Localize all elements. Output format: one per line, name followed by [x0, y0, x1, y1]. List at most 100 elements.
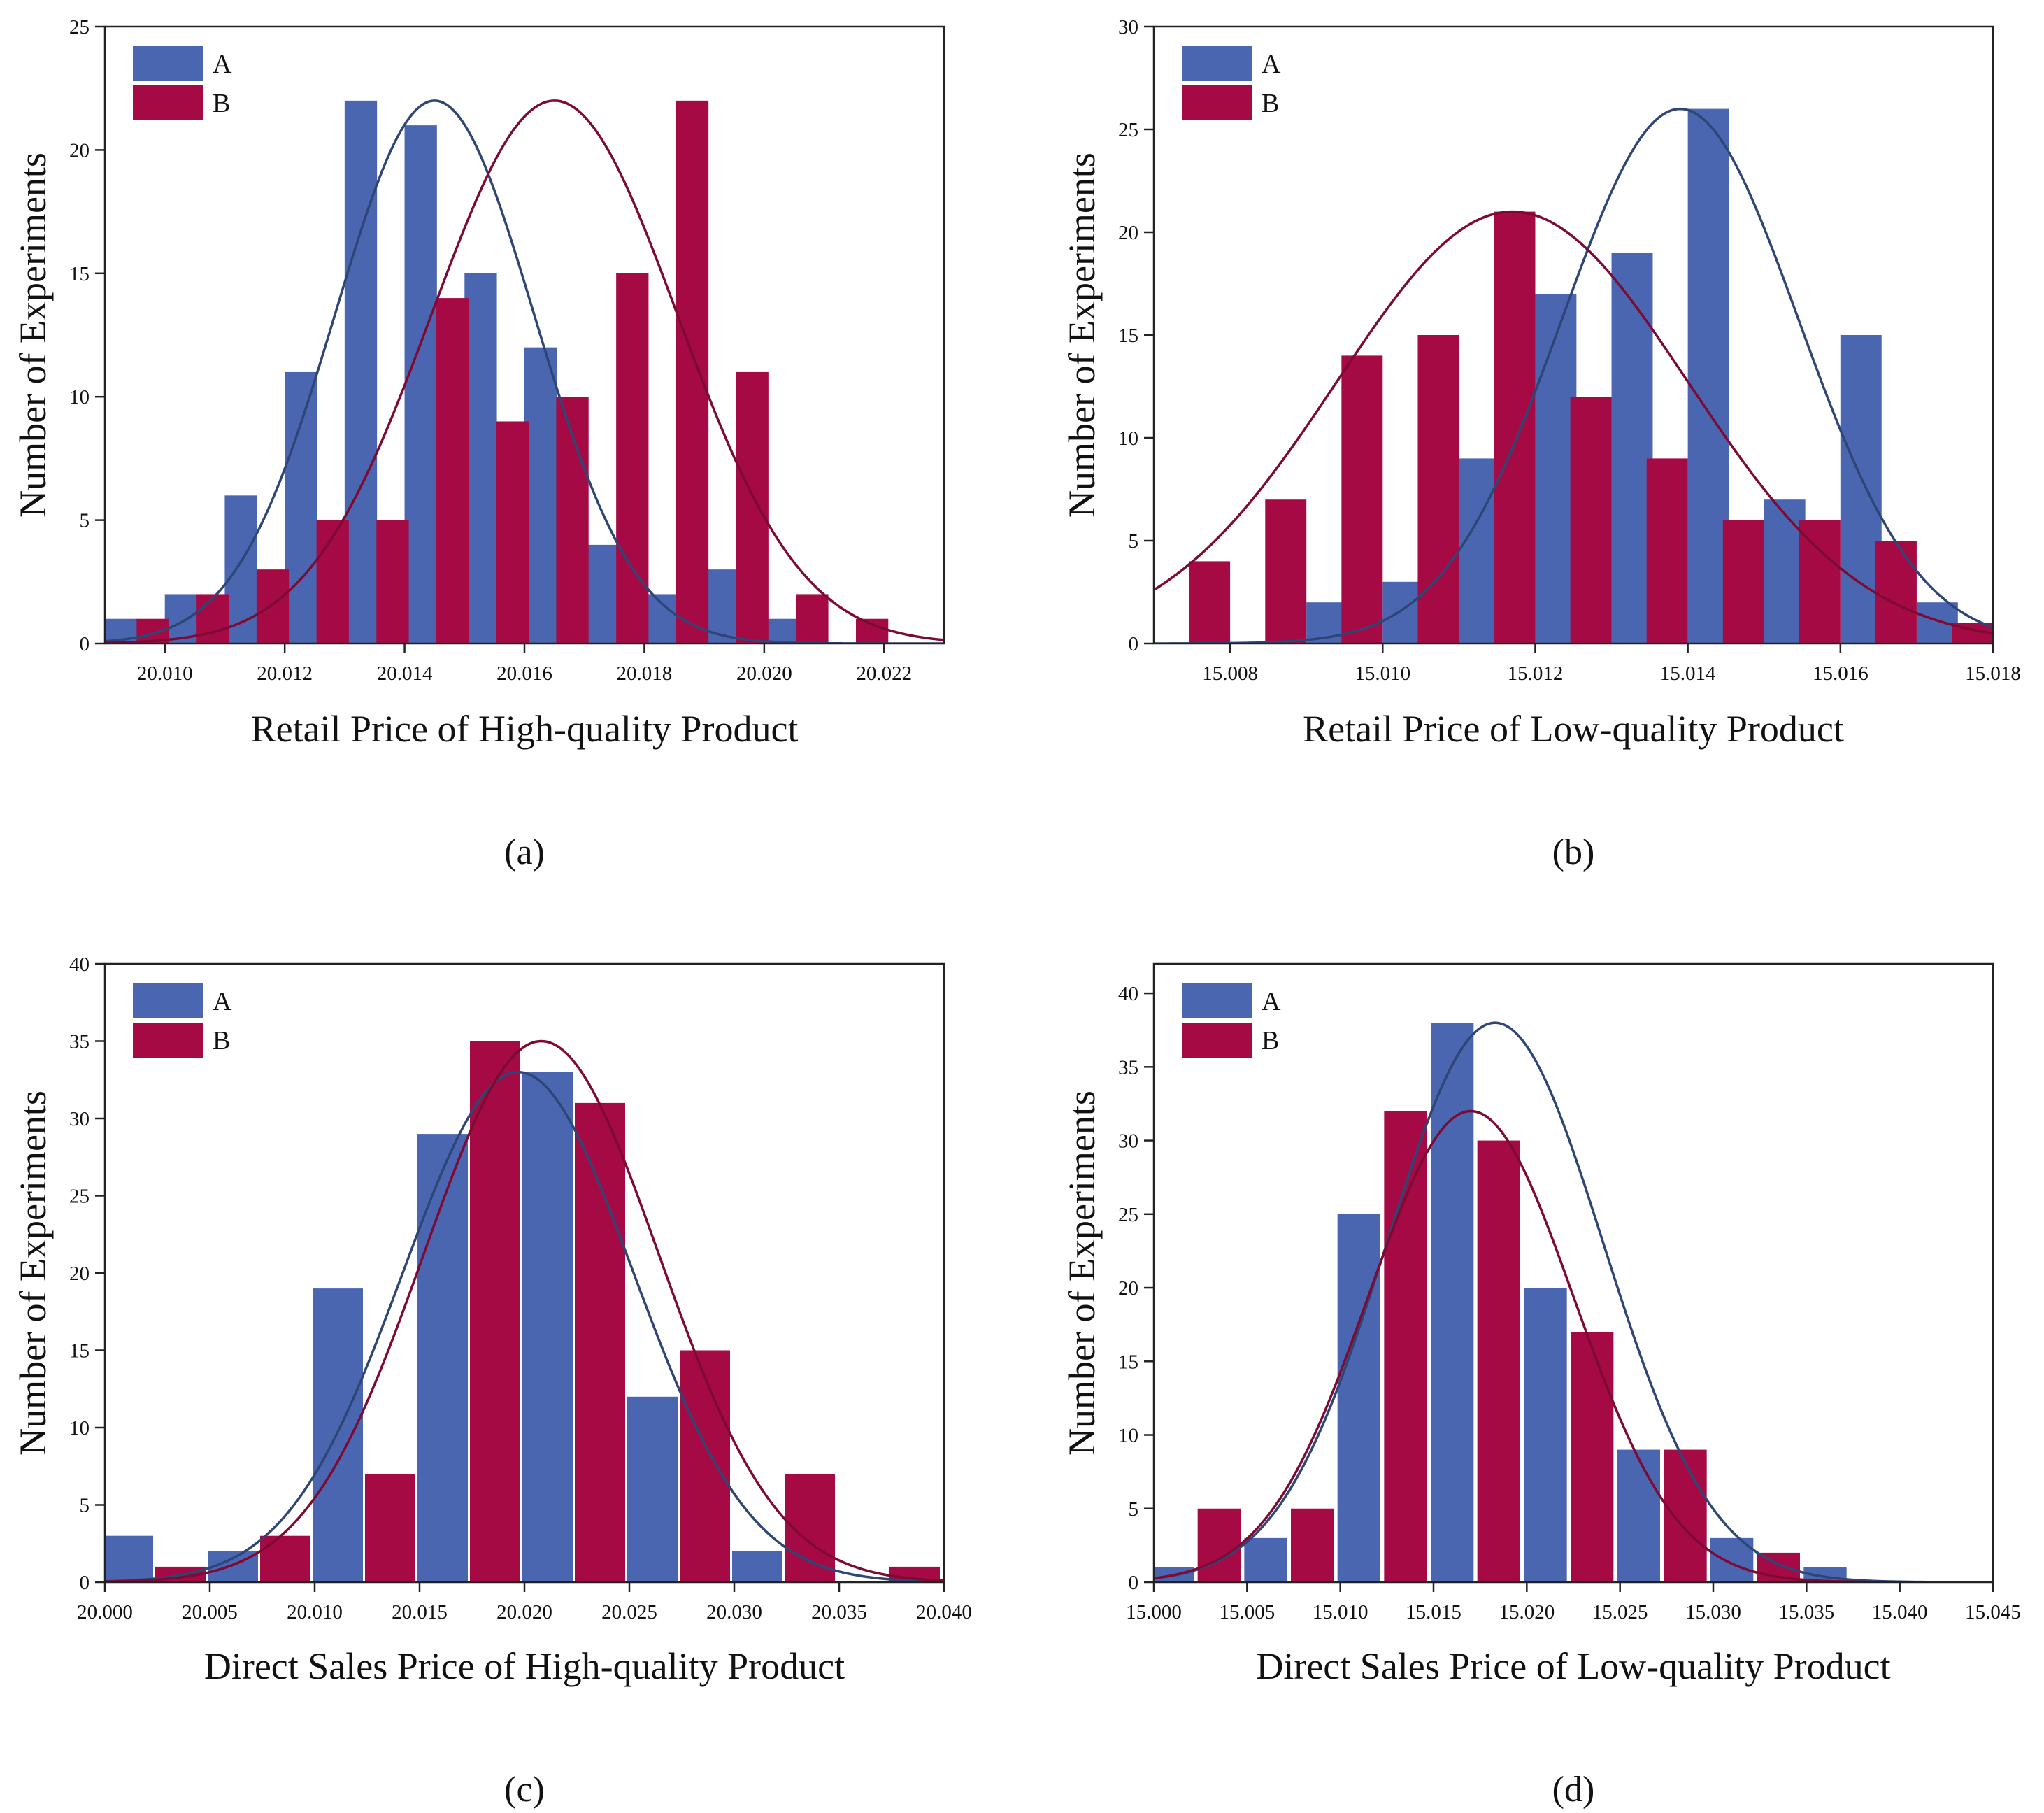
legend-swatch-b: [1182, 85, 1252, 120]
bar-a: [1916, 602, 1958, 644]
bar-a: [732, 1551, 782, 1582]
y-tick-label: 15: [69, 263, 90, 285]
y-tick-label: 25: [69, 16, 90, 38]
y-tick-label: 30: [1118, 1130, 1138, 1153]
bar-b: [1477, 1140, 1520, 1582]
y-axis-label: Number of Experiments: [12, 152, 54, 518]
bars: [105, 1041, 940, 1582]
fit-curve-a: [1154, 1021, 1993, 1582]
y-tick-label: 35: [1118, 1056, 1138, 1079]
x-tick-label: 15.016: [1813, 662, 1868, 685]
bars: [1154, 1023, 1847, 1582]
legend-swatch-a: [1182, 46, 1252, 81]
plot-frame: [1152, 962, 1994, 1584]
y-tick-label: 5: [80, 510, 90, 532]
legend-swatch-b: [1182, 1023, 1252, 1058]
legend-label-a: A: [213, 50, 232, 79]
y-tick-label: 20: [1118, 1277, 1138, 1300]
x-tick-label: 15.015: [1406, 1601, 1461, 1623]
legend-swatch-b: [133, 85, 203, 120]
bar-b: [196, 594, 229, 644]
bar-b: [616, 273, 649, 644]
bar-b: [575, 1102, 625, 1582]
legend-label-a: A: [1262, 987, 1281, 1016]
bar-b: [1494, 211, 1536, 644]
bar-b: [376, 520, 409, 644]
bar-a: [1337, 1214, 1380, 1582]
x-tick-label: 15.014: [1660, 662, 1716, 685]
bar-a: [524, 347, 557, 644]
legend-label-b: B: [213, 89, 230, 118]
y-tick-label: 15: [1118, 325, 1138, 347]
bar-b: [1875, 541, 1917, 644]
bar-a: [627, 1396, 678, 1582]
legend-swatch-a: [1182, 983, 1252, 1018]
bar-a: [105, 1535, 153, 1582]
y-tick-label: 0: [1129, 633, 1139, 655]
y-tick-label: 25: [69, 1186, 90, 1208]
bar-a: [522, 1072, 573, 1582]
legend-label-a: A: [213, 987, 232, 1016]
bar-b: [1646, 458, 1688, 644]
x-tick-label: 20.012: [257, 662, 313, 685]
x-tick-label: 15.010: [1355, 662, 1410, 685]
x-axis-label: Direct Sales Price of Low-quality Produc…: [1256, 1645, 1890, 1687]
bar-b: [260, 1535, 310, 1582]
bar-a: [1687, 108, 1729, 644]
x-tick-label: 20.035: [811, 1601, 867, 1623]
x-tick-label: 20.000: [77, 1601, 133, 1623]
bar-a: [164, 594, 197, 644]
y-tick-label: 15: [69, 1340, 90, 1363]
legend-label-a: A: [1262, 50, 1281, 79]
x-tick-label: 20.005: [182, 1601, 238, 1623]
y-axis-label: Number of Experiments: [1061, 1090, 1103, 1456]
bars: [1189, 108, 1993, 644]
bar-b: [1799, 520, 1841, 644]
x-tick-label: 15.005: [1219, 1601, 1275, 1623]
y-tick-label: 25: [1118, 119, 1138, 141]
bar-a: [404, 125, 437, 644]
bar-a: [1840, 335, 1882, 644]
x-tick-label: 15.030: [1685, 1601, 1741, 1623]
x-tick-label: 15.025: [1592, 1601, 1648, 1623]
panel-label: (c): [504, 1770, 545, 1810]
x-tick-label: 20.010: [287, 1601, 343, 1623]
bar-a: [344, 100, 378, 644]
legend-label-b: B: [1262, 1026, 1279, 1055]
x-tick-label: 20.015: [392, 1601, 448, 1623]
y-tick-label: 0: [80, 1572, 90, 1594]
y-tick-label: 10: [1118, 427, 1138, 450]
bar-a: [1764, 499, 1806, 644]
bar-a: [464, 273, 497, 644]
bar-b: [1664, 1449, 1707, 1582]
y-tick-label: 35: [69, 1031, 90, 1053]
legend: AB: [133, 46, 232, 120]
panel-label: (a): [504, 832, 545, 872]
y-axis-label: Number of Experiments: [12, 1090, 54, 1456]
fit-curve-b: [105, 99, 944, 644]
bar-b: [1722, 520, 1764, 644]
bar-a: [584, 544, 617, 644]
bar-b: [1197, 1508, 1241, 1582]
y-tick-label: 0: [80, 633, 90, 655]
x-axis-label: Retail Price of High-quality Product: [251, 708, 799, 750]
y-tick-label: 0: [1129, 1572, 1139, 1594]
panel-label: (b): [1552, 832, 1595, 872]
y-tick-label: 20: [69, 139, 90, 162]
y-tick-label: 15: [1118, 1351, 1138, 1373]
y-tick-label: 40: [1118, 983, 1138, 1005]
fit-curve-b: [1154, 210, 1993, 635]
x-tick-label: 20.010: [137, 662, 193, 685]
y-axis-label: Number of Experiments: [1061, 152, 1103, 518]
bar-b: [856, 618, 889, 644]
bar-b: [1341, 355, 1383, 644]
legend: AB: [133, 983, 232, 1058]
bar-a: [1382, 581, 1424, 644]
y-tick-label: 25: [1118, 1204, 1138, 1226]
fit-curve-a: [1154, 107, 1993, 644]
y-tick-label: 5: [1129, 530, 1139, 553]
bar-a: [1431, 1023, 1474, 1582]
legend-swatch-a: [133, 983, 203, 1018]
bar-a: [1617, 1449, 1660, 1582]
bar-a: [1535, 294, 1577, 644]
